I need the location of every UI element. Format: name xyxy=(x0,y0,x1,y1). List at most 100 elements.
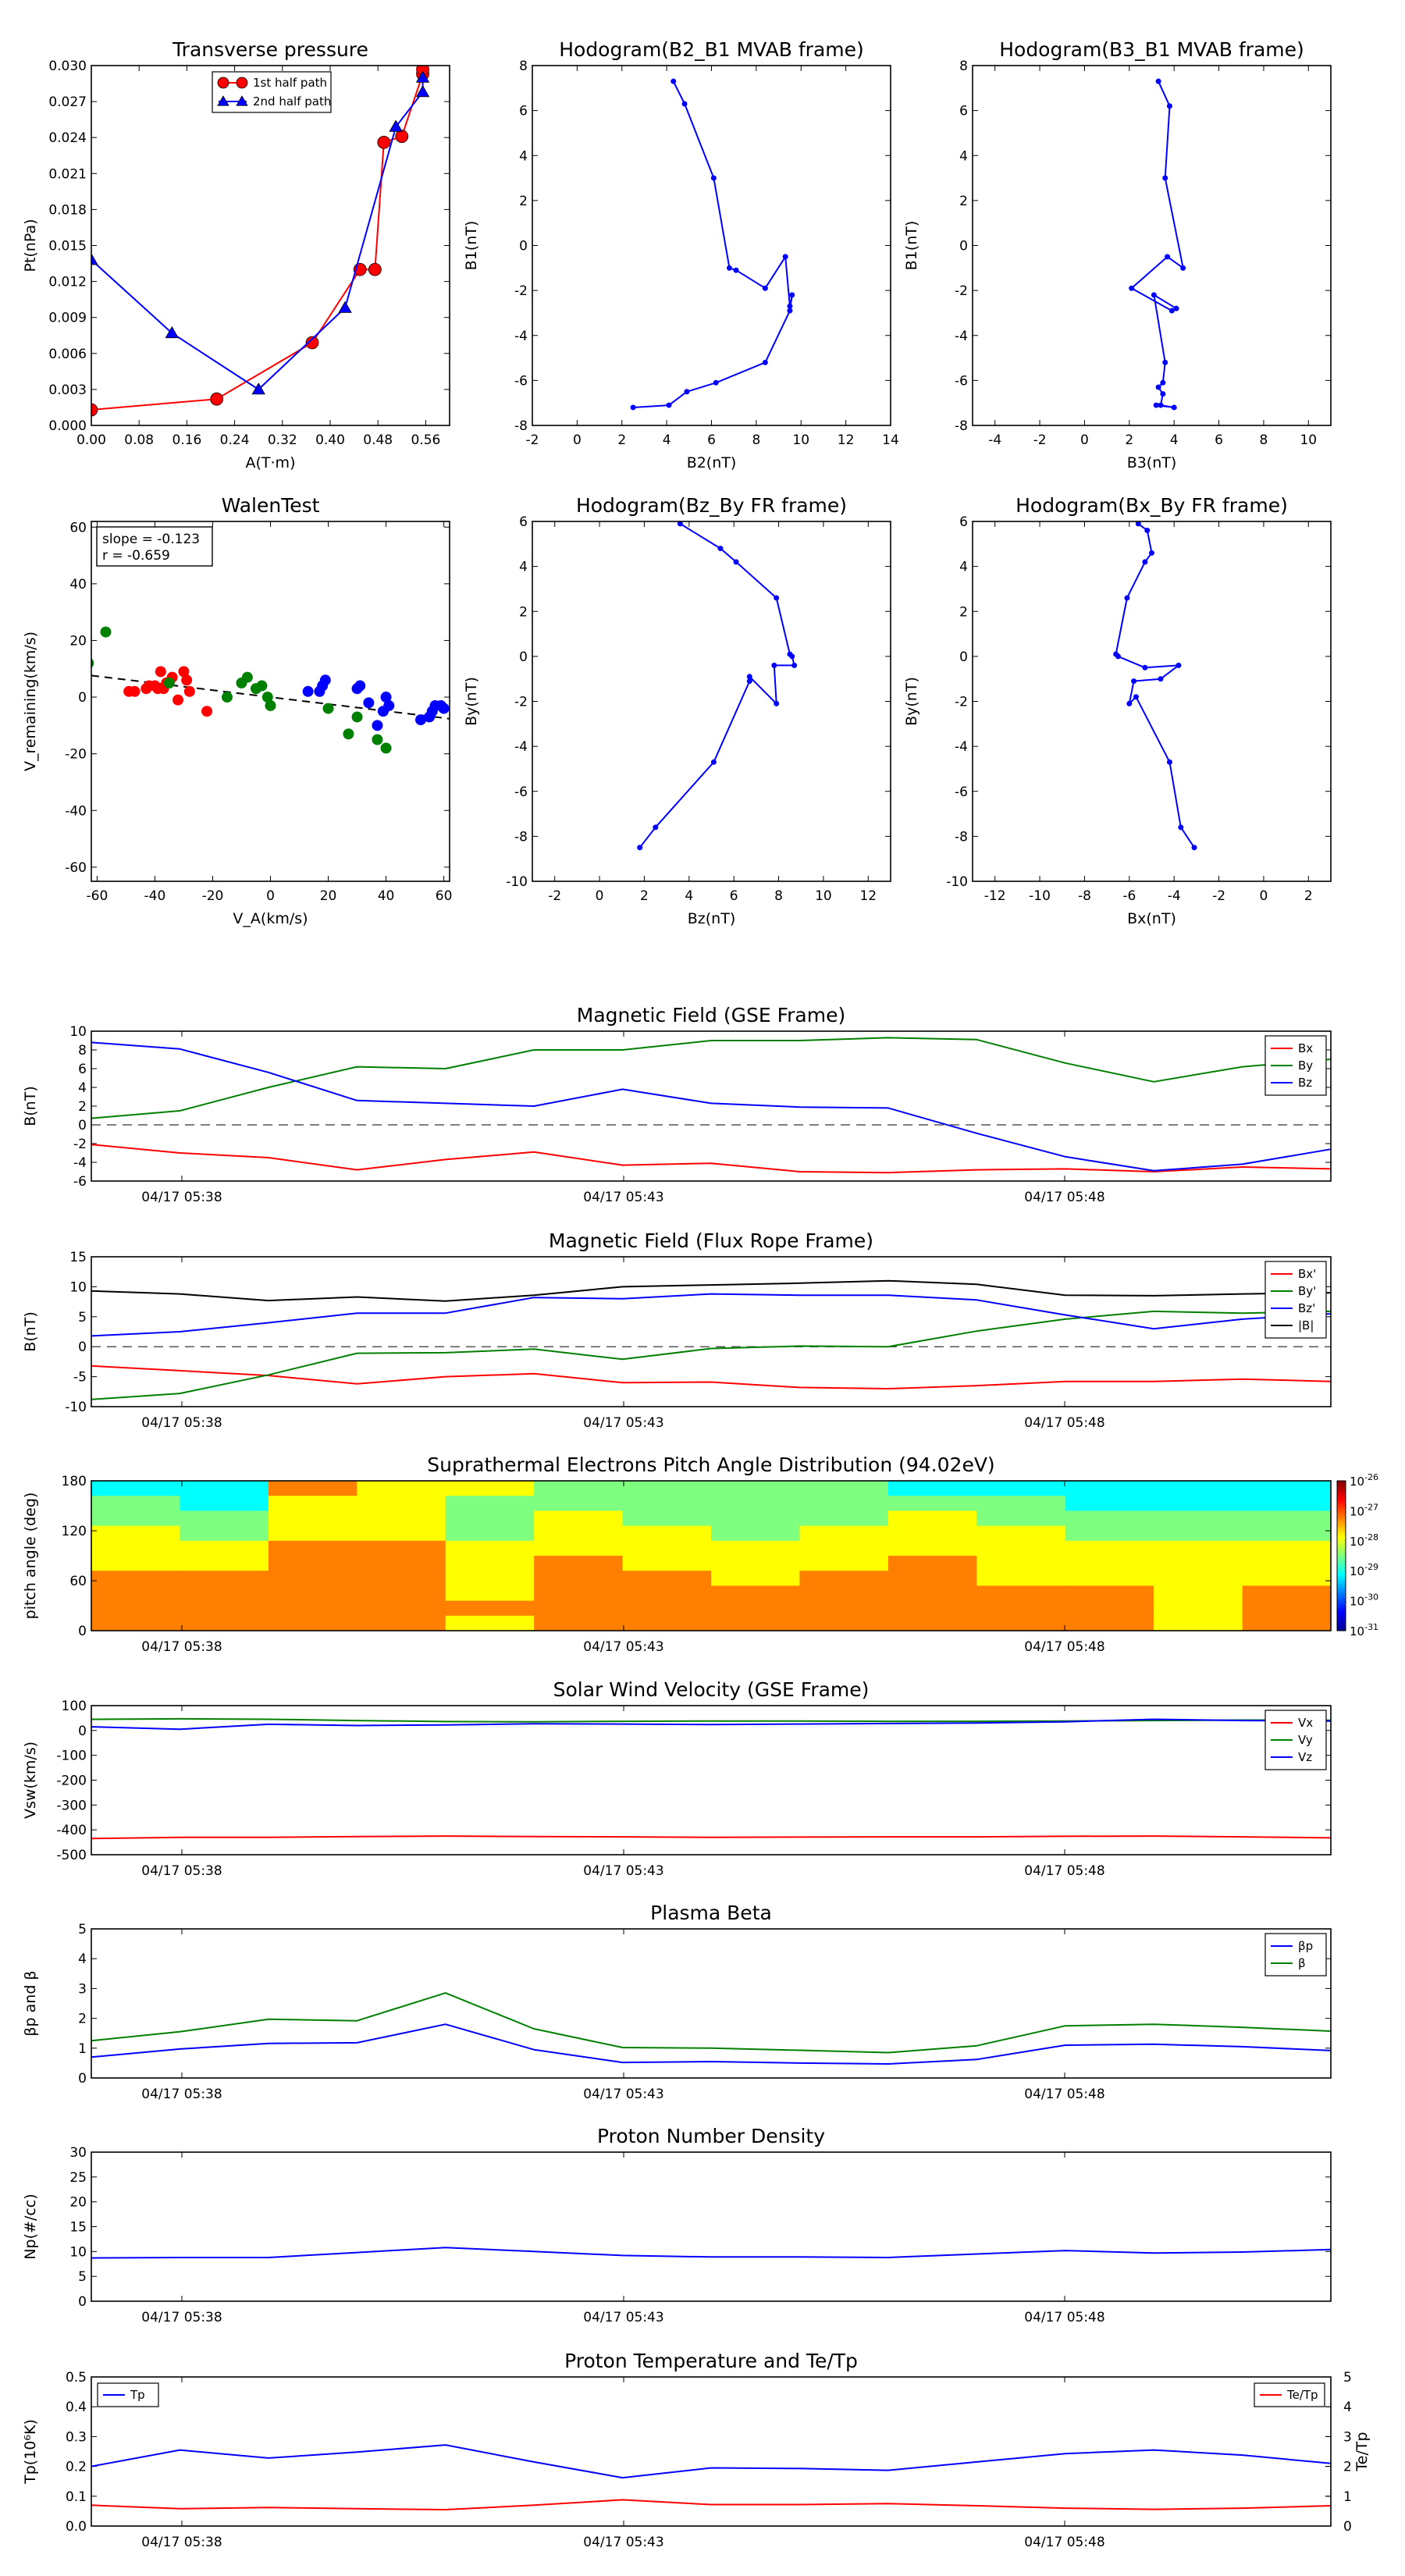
annotation-text: r = -0.659 xyxy=(102,548,170,564)
heatmap-cell xyxy=(91,1540,180,1557)
data-point xyxy=(91,403,98,417)
plot-frame xyxy=(91,1928,1332,2079)
data-point xyxy=(165,326,179,339)
heatmap-cell xyxy=(799,1585,889,1602)
legend-label: Te/Tp xyxy=(1286,2388,1318,2402)
y2-tick-label: 4 xyxy=(1343,2400,1352,2415)
y-tick-label: 25 xyxy=(69,2170,87,2186)
data-point xyxy=(681,101,688,107)
y-tick-label: 2 xyxy=(519,604,528,620)
data-point xyxy=(210,392,224,406)
heatmap-cell xyxy=(1154,1585,1243,1602)
y-tick-label: -4 xyxy=(514,739,528,755)
scatter-point xyxy=(178,666,190,678)
series-line xyxy=(91,1310,1332,1400)
plot-frame xyxy=(972,65,1332,426)
heatmap-cell xyxy=(1154,1556,1243,1571)
x-tick-label: -10 xyxy=(1029,888,1051,904)
legend-label: Bz' xyxy=(1298,1301,1315,1315)
time-tick-label: 04/17 05:38 xyxy=(141,2087,222,2102)
x-tick-label: 20 xyxy=(320,888,337,904)
y-tick-label: 0 xyxy=(519,239,528,254)
y-tick-label: 0.1 xyxy=(66,2489,87,2505)
data-point xyxy=(1126,700,1133,706)
heatmap-cell xyxy=(711,1510,800,1527)
data-point xyxy=(762,359,768,365)
y-tick-label: -6 xyxy=(73,1174,87,1190)
x-tick-label: -8 xyxy=(1078,888,1091,904)
y-tick-label: 2 xyxy=(959,194,968,209)
y-axis-label: V_remaining(km/s) xyxy=(22,632,39,771)
y-tick-label: 0 xyxy=(78,1724,87,1739)
data-point xyxy=(670,78,677,84)
y-tick-label: 0.015 xyxy=(48,239,87,254)
heatmap-cell xyxy=(91,1525,180,1542)
x-tick-label: 14 xyxy=(882,432,899,448)
heatmap-cell xyxy=(976,1615,1066,1631)
panel-np: Proton Number Density 0 5 10 15 20 25 30 04/17 0… xyxy=(22,2125,1332,2325)
heatmap-cell xyxy=(91,1481,180,1496)
heatmap-cell xyxy=(534,1615,624,1631)
y-tick-label: 60 xyxy=(69,1574,87,1589)
y-tick-label: 0.012 xyxy=(48,275,87,290)
heatmap-cell xyxy=(534,1585,624,1602)
data-point xyxy=(653,824,659,831)
time-tick-label: 04/17 05:43 xyxy=(583,1415,663,1431)
scatter-point xyxy=(363,697,375,709)
colorbar-tick-label: 10-27 xyxy=(1350,1502,1378,1518)
y-tick-label: 2 xyxy=(78,1099,87,1115)
data-point xyxy=(305,336,319,350)
heatmap-cell xyxy=(180,1496,269,1511)
panel-h4: Hodogram(Bx_By FR frame) -10 -8 -6 -4 -2 0 2 4 6 -… xyxy=(903,494,1332,927)
time-tick-label: 04/17 05:38 xyxy=(141,1863,222,1879)
y-tick-label: 0.027 xyxy=(48,94,87,110)
y-axis-label: pitch angle (deg) xyxy=(22,1493,39,1620)
x-tick-label: 10 xyxy=(792,432,809,448)
data-point xyxy=(1151,292,1157,298)
data-point xyxy=(1155,384,1161,390)
heatmap-cell xyxy=(180,1481,269,1496)
data-point xyxy=(1191,845,1197,851)
y-tick-label: 2 xyxy=(78,2012,87,2027)
heatmap-cell xyxy=(711,1525,800,1542)
chart-title: Plasma Beta xyxy=(650,1902,772,1924)
data-point xyxy=(251,382,265,395)
plot-area xyxy=(1113,521,1197,851)
heatmap-cell xyxy=(268,1615,357,1631)
y2-tick-label: 5 xyxy=(1343,2370,1352,2386)
data-point xyxy=(789,653,795,660)
legend-label: Bx' xyxy=(1298,1267,1316,1281)
x-tick-label: 6 xyxy=(1215,432,1223,448)
series-line xyxy=(91,1279,1332,1302)
y-tick-label: 5 xyxy=(78,1310,87,1325)
y-tick-label: 0.0 xyxy=(66,2519,87,2535)
data-point xyxy=(787,303,793,309)
plot-frame xyxy=(91,1480,1332,1631)
x-tick-label: 2 xyxy=(640,888,649,904)
data-point xyxy=(746,678,752,685)
heatmap-cell xyxy=(887,1481,977,1496)
data-point xyxy=(791,662,798,668)
heatmap-cell xyxy=(622,1585,712,1602)
heatmap-cell xyxy=(799,1571,889,1586)
heatmap-cell xyxy=(534,1496,624,1511)
heatmap-cell xyxy=(534,1525,624,1542)
heatmap-cell xyxy=(534,1481,624,1496)
data-point xyxy=(1166,759,1172,765)
y-tick-label: 6 xyxy=(959,514,968,530)
y-tick-label: -4 xyxy=(73,1155,87,1171)
scatter-point xyxy=(265,699,276,711)
chart-title: Proton Number Density xyxy=(597,2125,825,2147)
heatmap-cell xyxy=(445,1510,535,1527)
heatmap-cell xyxy=(445,1585,535,1602)
annotation-box xyxy=(96,526,213,567)
heatmap-cell xyxy=(357,1496,446,1511)
y2-tick-label: 1 xyxy=(1343,2489,1352,2505)
y-tick-label: 4 xyxy=(959,560,968,575)
plot-area xyxy=(630,78,795,411)
y-tick-label: -2 xyxy=(955,695,968,710)
heatmap-cell xyxy=(91,1496,180,1511)
data-point xyxy=(746,674,752,680)
heatmap-cell xyxy=(799,1556,889,1571)
colorbar-exponent: -30 xyxy=(1364,1592,1378,1603)
